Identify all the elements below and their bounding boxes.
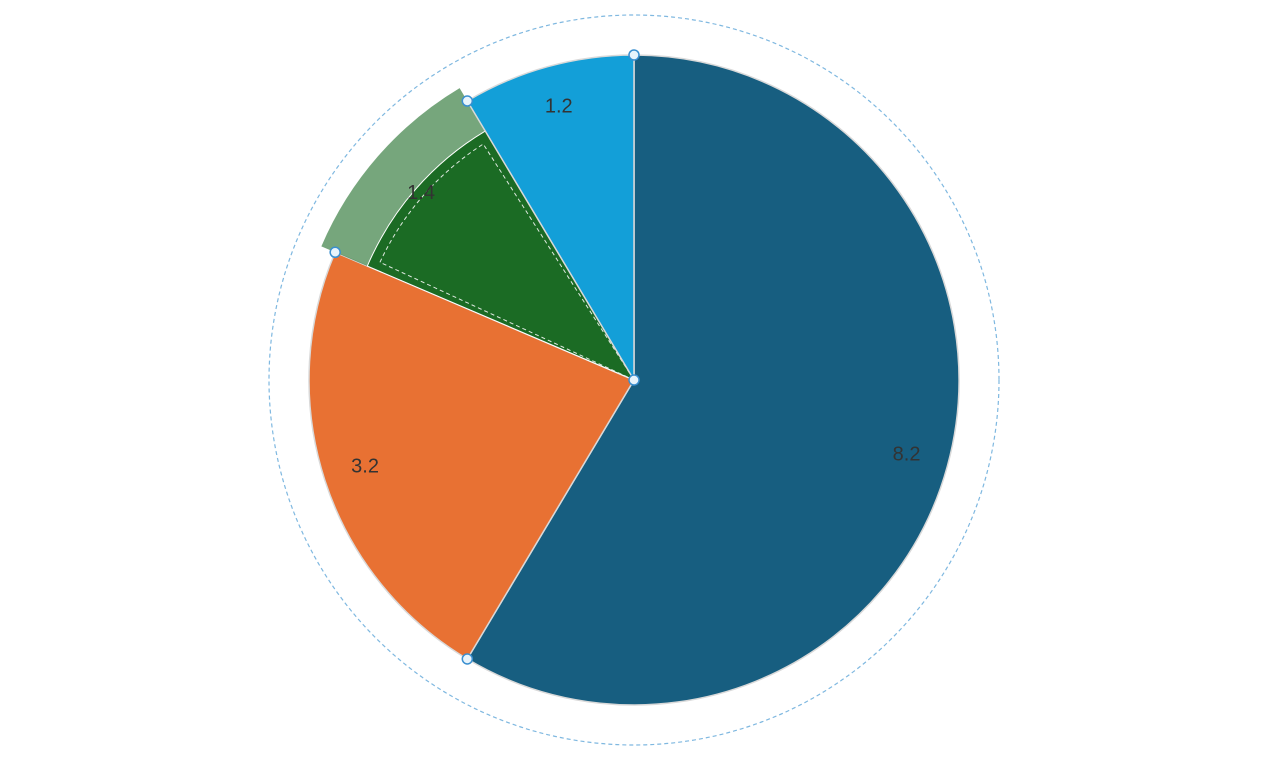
slice[interactable] — [308, 251, 636, 661]
handle — [461, 653, 474, 665]
handle — [628, 49, 640, 61]
slice[interactable] — [366, 130, 636, 382]
value-label: 3.2 — [351, 456, 379, 478]
slice[interactable] — [466, 54, 635, 383]
handle — [628, 374, 640, 386]
value-label: 1.2 — [545, 96, 573, 118]
selection-dash — [379, 143, 636, 382]
selection-outline — [268, 14, 1000, 746]
handle — [461, 95, 474, 107]
value-label: 8.2 — [893, 444, 921, 466]
slice[interactable] — [466, 54, 960, 706]
handle — [329, 246, 341, 259]
value-label: 1.4 — [407, 182, 435, 204]
